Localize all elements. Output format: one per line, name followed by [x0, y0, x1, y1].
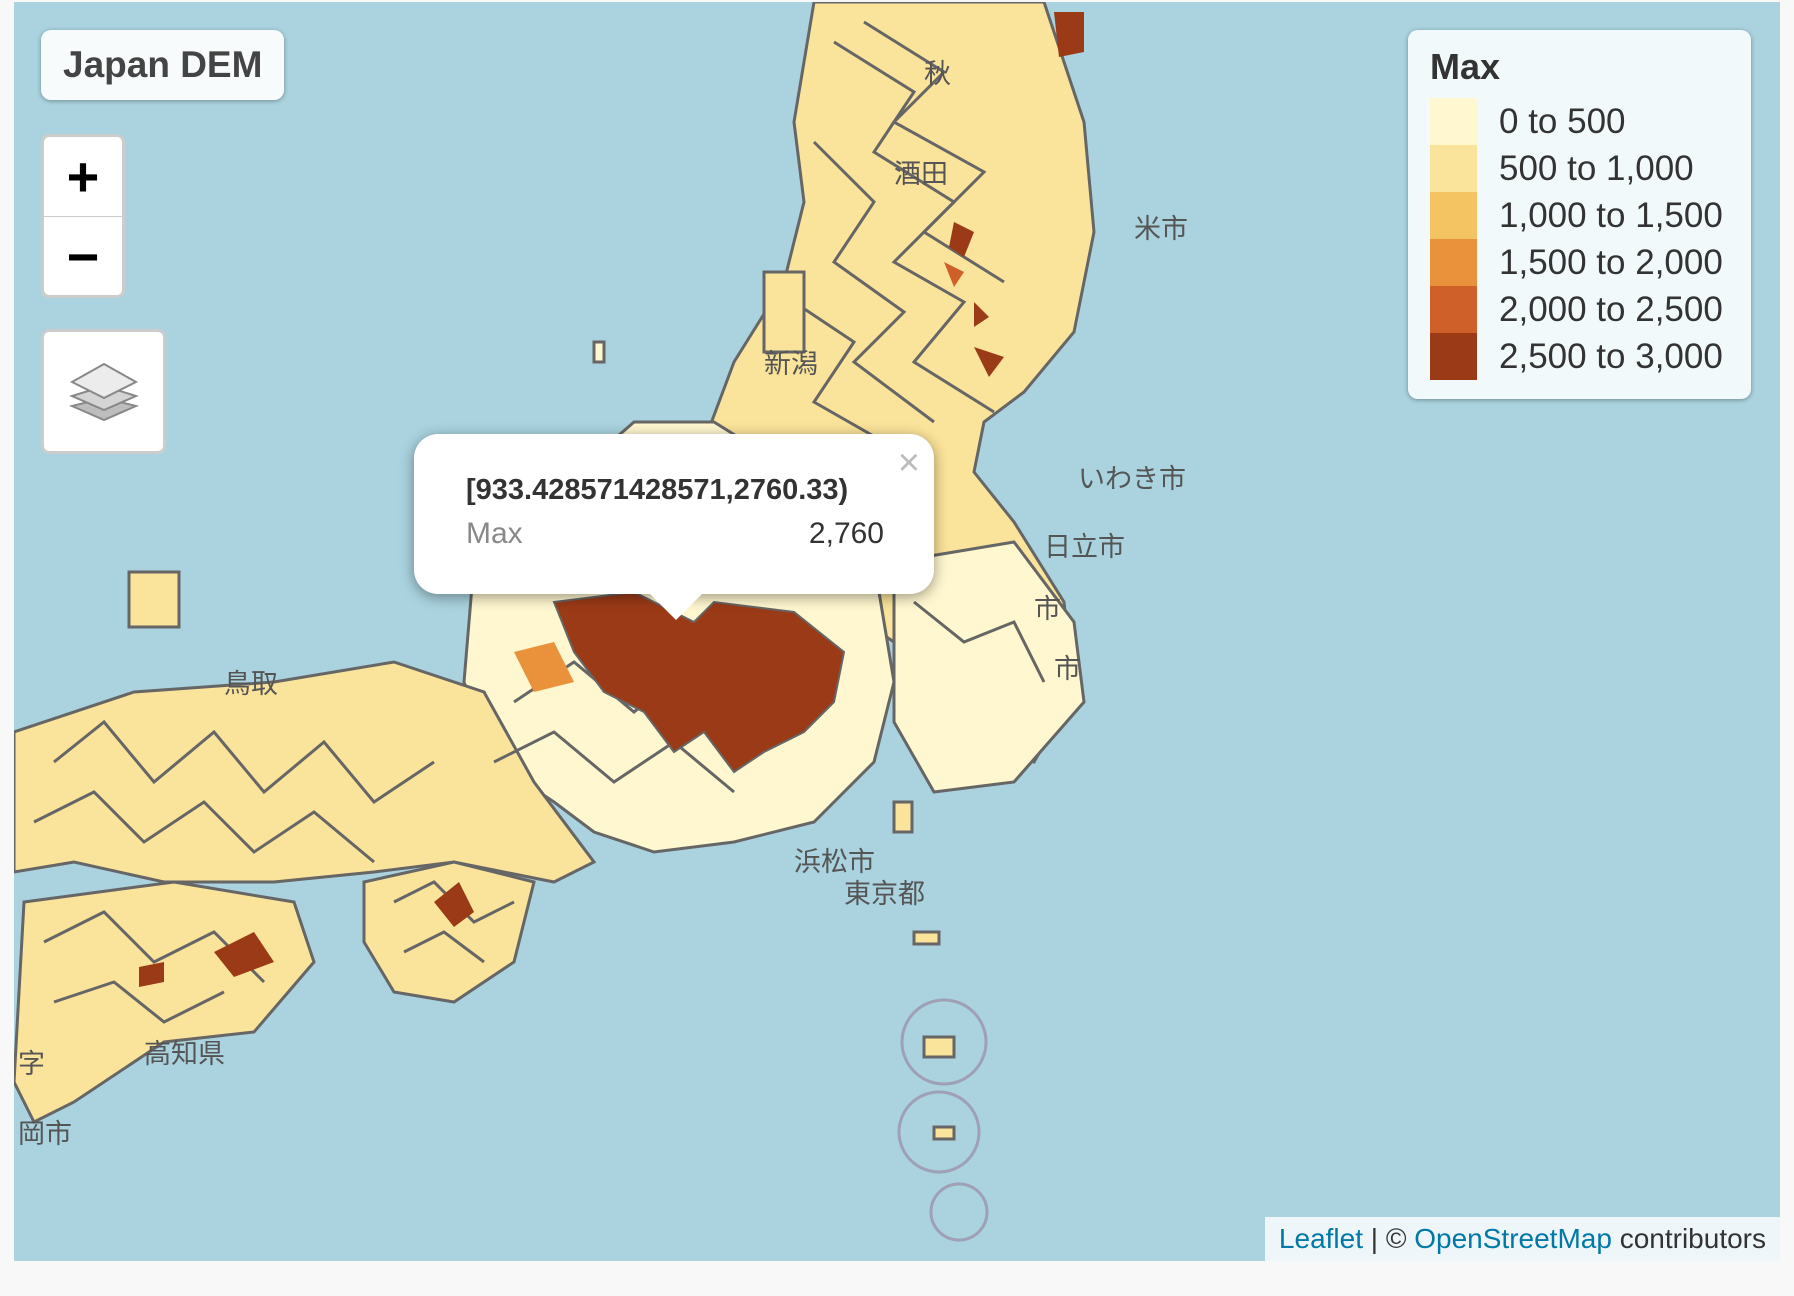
legend-swatch	[1430, 286, 1477, 333]
place-hamamatsu: 浜松市	[794, 847, 875, 877]
island-small	[592, 340, 606, 364]
land-shikoku	[14, 880, 316, 1125]
place-okamachi: 岡市	[18, 1119, 72, 1149]
legend-swatch	[1430, 239, 1477, 286]
land-chugoku	[14, 660, 597, 884]
zoom-in-button[interactable]: +	[44, 137, 122, 217]
contour-lines	[33, 20, 1046, 1024]
legend-item: 2,000 to 2,500	[1430, 286, 1729, 333]
place-city-2: 市	[1054, 654, 1081, 684]
popup: × [933.428571428571,2760.33) Max 2,760	[414, 434, 934, 620]
map-title: Japan DEM	[41, 30, 285, 100]
legend-item: 0 to 500	[1430, 98, 1729, 145]
layers-icon	[68, 362, 139, 421]
legend-label: 500 to 1,000	[1499, 148, 1694, 188]
legend-item: 500 to 1,000	[1430, 145, 1729, 192]
elev-peak-tohoku3	[974, 347, 1004, 377]
place-aki: 秋	[924, 59, 951, 89]
popup-key: Max	[466, 517, 523, 550]
island-outlines	[897, 998, 989, 1242]
place-tottori: 鳥取	[224, 669, 278, 699]
island-izu3	[922, 1035, 956, 1059]
place-city-1: 市	[1034, 594, 1061, 624]
land-kii	[362, 860, 536, 1004]
popup-tip	[650, 594, 702, 620]
osm-link[interactable]: OpenStreetMap	[1414, 1223, 1612, 1254]
place-sakata: 酒田	[894, 159, 948, 189]
place-yonezawa: 米市	[1134, 214, 1188, 244]
legend-item: 1,500 to 2,000	[1430, 239, 1729, 286]
legend-label: 1,000 to 1,500	[1499, 195, 1723, 235]
attribution-sep: | ©	[1363, 1223, 1415, 1254]
elev-mid-patch2	[514, 642, 574, 692]
elev-peak-tohoku2	[974, 302, 989, 327]
place-hitachi: 日立市	[1044, 532, 1125, 562]
place-kochi: 高知県	[144, 1039, 225, 1069]
legend-label: 2,500 to 3,000	[1499, 336, 1723, 376]
legend-label: 1,500 to 2,000	[1499, 242, 1723, 282]
elev-peak-kii	[434, 882, 474, 927]
place-niigata: 新潟	[764, 349, 818, 379]
island-oki	[127, 570, 181, 629]
elev-peak-shikoku1	[214, 932, 274, 977]
island-izu1	[892, 800, 914, 834]
attribution-rest: contributors	[1611, 1223, 1766, 1254]
island-izu4	[932, 1125, 956, 1141]
elev-peak-north	[1054, 12, 1084, 57]
popup-value: 2,760	[808, 517, 884, 550]
elev-alps	[552, 590, 846, 774]
legend-item: 1,000 to 1,500	[1430, 192, 1729, 239]
legend: Max 0 to 500 500 to 1,000 1,000 to 1,500 1,…	[1408, 30, 1751, 399]
attribution: Leaflet | © OpenStreetMap contributors	[1264, 1217, 1780, 1261]
place-iwaki: いわき市	[1078, 464, 1186, 494]
legend-swatch	[1430, 192, 1477, 239]
legend-item: 2,500 to 3,000	[1430, 333, 1729, 380]
island-izu2	[912, 930, 941, 946]
popup-close-button[interactable]: ×	[897, 442, 920, 484]
elev-peak-shikoku2	[139, 962, 164, 987]
map-canvas[interactable]: 浜松市 いわき市 日立市 東京都 高知県 鳥取 酒田 新潟 秋 米市 市 市 字…	[14, 2, 1780, 1261]
legend-title: Max	[1430, 46, 1501, 87]
leaflet-link[interactable]: Leaflet	[1278, 1223, 1363, 1254]
legend-swatch	[1430, 333, 1477, 380]
zoom-control: + −	[41, 134, 125, 298]
place-ji: 字	[18, 1049, 45, 1079]
elev-mid-patch1	[944, 262, 964, 287]
elev-peak-tohoku1	[949, 222, 974, 257]
legend-swatch	[1430, 145, 1477, 192]
zoom-out-button[interactable]: −	[66, 225, 100, 288]
legend-label: 0 to 500	[1499, 101, 1626, 141]
legend-swatch	[1430, 98, 1477, 145]
legend-label: 2,000 to 2,500	[1499, 289, 1723, 329]
popup-header: [933.428571428571,2760.33)	[466, 474, 849, 506]
layers-button[interactable]	[41, 329, 166, 454]
island-sado	[762, 270, 806, 354]
place-tokyo: 東京都	[844, 879, 925, 909]
land-kanto	[892, 540, 1086, 794]
